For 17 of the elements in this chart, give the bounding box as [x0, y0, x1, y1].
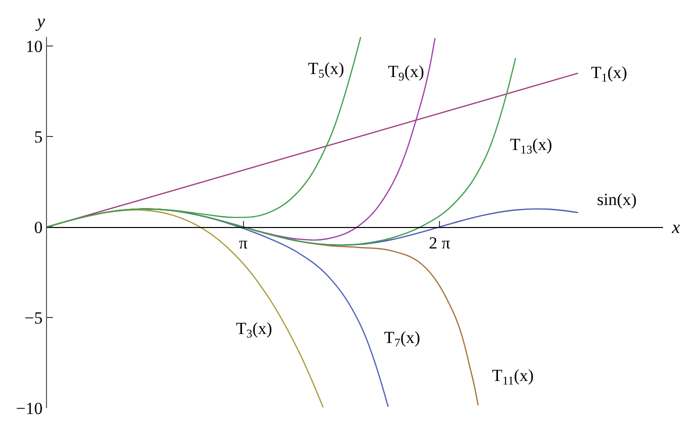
- series-label: sin(x): [597, 190, 637, 209]
- x-tick-label: π: [238, 233, 248, 252]
- series-label: T$_{3}$(x): [236, 319, 272, 341]
- series-label: T$_{9}$(x): [388, 62, 424, 84]
- series-label: T$_{5}$(x): [308, 59, 344, 81]
- y-tick-label: 10: [26, 37, 43, 56]
- y-tick-label: 5: [34, 127, 43, 146]
- series-label: T$_{11}$(x): [492, 366, 534, 388]
- series-label: T$_{1}$(x): [591, 63, 628, 85]
- series-label: T$_{7}$(x): [384, 328, 420, 350]
- x-axis-title: x: [671, 217, 680, 237]
- y-tick-label: 0: [34, 218, 43, 237]
- x-tick-label: 2 π: [428, 233, 451, 252]
- y-tick-label: −5: [24, 308, 43, 328]
- y-tick-label: −10: [16, 398, 43, 418]
- y-axis-title: y: [35, 11, 45, 31]
- series-label: T$_{13}$(x): [510, 135, 552, 157]
